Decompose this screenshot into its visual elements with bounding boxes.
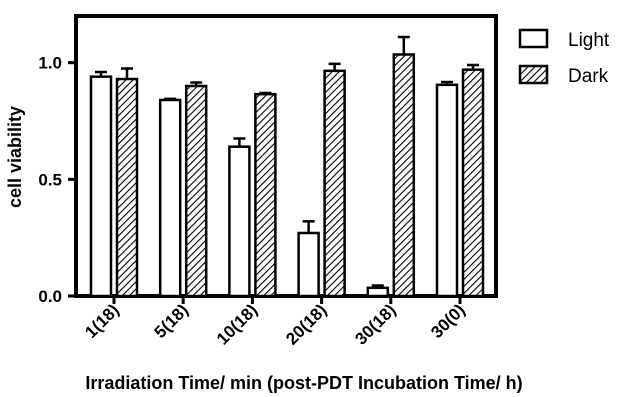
legend-label-light: Light xyxy=(568,30,610,51)
bar-dark xyxy=(461,68,485,298)
y-tick-label: 0.5 xyxy=(38,170,62,189)
bar-dark xyxy=(254,92,277,298)
y-axis: 0.0 0.5 1.0 xyxy=(38,54,76,306)
bar-dark xyxy=(184,84,208,298)
bar-light xyxy=(366,286,390,298)
x-tick-label: 30(0) xyxy=(427,300,468,341)
x-tick-label: 30(18) xyxy=(351,300,399,348)
error-bars-group xyxy=(95,35,479,288)
bars-group xyxy=(89,53,485,298)
bar-light xyxy=(158,98,182,298)
y-axis-title: cell viability xyxy=(5,106,25,208)
bar-light xyxy=(228,145,251,298)
bar-light xyxy=(297,231,320,298)
legend: Light Dark xyxy=(518,28,610,87)
bar-dark xyxy=(392,53,416,298)
x-tick-label: 1(18) xyxy=(81,300,122,341)
legend-label-dark: Dark xyxy=(568,66,609,87)
y-tick-label: 0.0 xyxy=(38,287,62,306)
plot-frame xyxy=(74,14,498,298)
x-axis-title: Irradiation Time/ min (post-PDT Incubati… xyxy=(85,373,522,393)
bar-light xyxy=(435,83,459,298)
bar-dark xyxy=(323,69,346,298)
y-tick-label: 1.0 xyxy=(38,54,62,73)
legend-swatch-dark xyxy=(518,64,549,85)
x-tick-label: 20(18) xyxy=(282,300,330,348)
bar-light xyxy=(89,75,113,298)
legend-swatch-light xyxy=(518,28,549,49)
bar-dark xyxy=(115,77,139,298)
x-axis: 1(18) 5(18) 10(18) 20(18) 30(18) 30(0) xyxy=(81,296,469,349)
x-tick-label: 5(18) xyxy=(151,300,192,341)
x-tick-label: 10(18) xyxy=(213,300,261,348)
